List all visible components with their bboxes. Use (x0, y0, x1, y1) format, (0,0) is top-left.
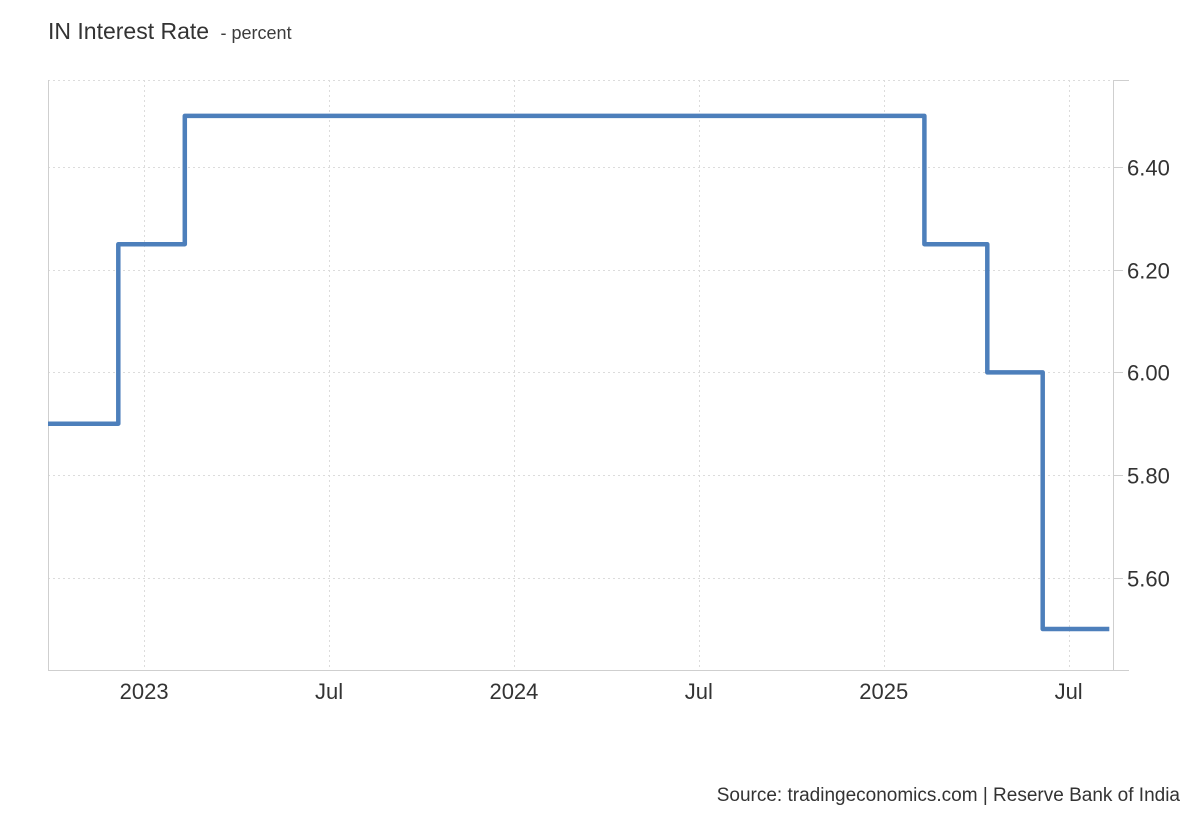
chart-title-main: IN Interest Rate (48, 18, 210, 44)
chart-title: IN Interest Rate - percent (48, 18, 292, 45)
x-axis-label: 2025 (859, 679, 908, 704)
x-axis-label: Jul (685, 679, 713, 704)
plot-area[interactable] (48, 80, 1113, 670)
x-axis-label: Jul (1055, 679, 1083, 704)
chart-canvas: 6.40 6.20 6.00 5.80 5.60 2023 Jul 2024 Jul 2025 Ju… (48, 80, 1170, 704)
source-credit: Source: tradingeconomics.com | Reserve B… (716, 785, 1180, 806)
series-line[interactable] (48, 113, 1110, 632)
x-axis-label: Jul (315, 679, 343, 704)
chart-title-subtitle: - percent (220, 23, 292, 43)
y-axis-label: 5.80 (1127, 464, 1170, 489)
y-axis-label: 6.40 (1127, 156, 1170, 181)
y-axis-label: 6.20 (1127, 259, 1170, 284)
y-axis-label: 5.60 (1127, 567, 1170, 592)
x-axis-label: 2023 (120, 679, 169, 704)
y-axis-label: 6.00 (1127, 361, 1170, 386)
x-axis-label: 2024 (489, 679, 538, 704)
